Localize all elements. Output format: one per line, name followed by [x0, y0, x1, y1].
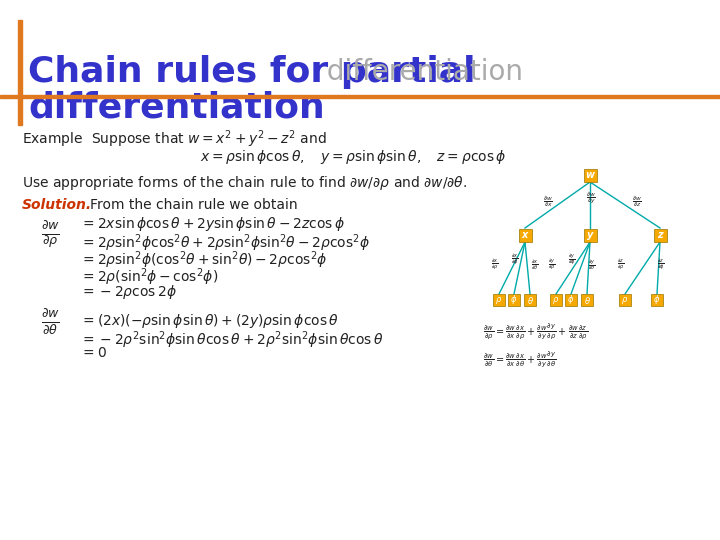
Text: $\rho$: $\rho$ — [495, 294, 503, 306]
Text: $\frac{\partial w}{\partial\rho}$: $\frac{\partial w}{\partial\rho}$ — [40, 219, 60, 251]
Text: $= 0$: $= 0$ — [80, 346, 107, 360]
Text: $\frac{\partial x}{\partial\phi}$: $\frac{\partial x}{\partial\phi}$ — [511, 253, 519, 267]
Text: $x = \rho \sin\phi\cos\theta,\quad y = \rho\sin\phi\sin\theta,\quad z = \rho\cos: $x = \rho \sin\phi\cos\theta,\quad y = \… — [200, 148, 506, 166]
Bar — [0, 95, 720, 98]
Text: From the chain rule we obtain: From the chain rule we obtain — [90, 198, 297, 212]
Text: $= 2\rho(\sin^2\!\phi - \cos^2\!\phi)$: $= 2\rho(\sin^2\!\phi - \cos^2\!\phi)$ — [80, 266, 218, 288]
Text: x: x — [522, 230, 528, 240]
Text: Chain rules for partial: Chain rules for partial — [28, 55, 475, 89]
Text: Solution.: Solution. — [22, 198, 92, 212]
Text: $\theta$: $\theta$ — [583, 294, 590, 306]
FancyBboxPatch shape — [565, 294, 577, 306]
FancyBboxPatch shape — [654, 228, 667, 241]
Text: Use appropriate forms of the chain rule to find $\partial w/\partial\rho$ and $\: Use appropriate forms of the chain rule … — [22, 174, 467, 192]
Text: $\rho$: $\rho$ — [621, 294, 629, 306]
FancyBboxPatch shape — [518, 228, 531, 241]
Text: $= -2\rho\cos 2\phi$: $= -2\rho\cos 2\phi$ — [80, 283, 177, 301]
Text: $\frac{\partial x}{\partial\theta}$: $\frac{\partial x}{\partial\theta}$ — [531, 259, 539, 272]
FancyBboxPatch shape — [583, 168, 596, 181]
Text: $\frac{\partial w}{\partial\theta}$: $\frac{\partial w}{\partial\theta}$ — [40, 307, 60, 336]
Text: $\frac{\partial w}{\partial z}$: $\frac{\partial w}{\partial z}$ — [632, 194, 642, 210]
Text: $\frac{\partial z}{\partial\rho}$: $\frac{\partial z}{\partial\rho}$ — [617, 258, 625, 272]
FancyBboxPatch shape — [508, 294, 520, 306]
Text: $\phi$: $\phi$ — [567, 294, 575, 307]
Text: $= -2\rho^2\sin^2\!\phi\sin\theta\cos\theta + 2\rho^2\sin^2\!\phi\sin\theta\cos\: $= -2\rho^2\sin^2\!\phi\sin\theta\cos\th… — [80, 329, 384, 350]
FancyBboxPatch shape — [651, 294, 663, 306]
Text: $= 2\rho\sin^2\!\phi\cos^2\!\theta + 2\rho\sin^2\!\phi\sin^2\!\theta - 2\rho\cos: $= 2\rho\sin^2\!\phi\cos^2\!\theta + 2\r… — [80, 232, 370, 254]
Text: differentiation: differentiation — [28, 91, 325, 125]
FancyBboxPatch shape — [581, 294, 593, 306]
Text: $\frac{\partial y}{\partial\theta}$: $\frac{\partial y}{\partial\theta}$ — [588, 258, 595, 272]
Text: $= 2x\sin\phi\cos\theta + 2y\sin\phi\sin\theta - 2z\cos\phi$: $= 2x\sin\phi\cos\theta + 2y\sin\phi\sin… — [80, 215, 345, 233]
Text: $\frac{\partial w}{\partial\rho} = \frac{\partial w}{\partial x}\frac{\partial x: $\frac{\partial w}{\partial\rho} = \frac… — [483, 322, 588, 341]
Text: differentiation: differentiation — [318, 58, 523, 86]
Text: $\rho$: $\rho$ — [552, 294, 559, 306]
FancyBboxPatch shape — [619, 294, 631, 306]
Text: $= (2x)(-\rho\sin\phi\sin\theta) + (2y)\rho\sin\phi\cos\theta$: $= (2x)(-\rho\sin\phi\sin\theta) + (2y)\… — [80, 312, 339, 330]
Text: $\frac{\partial x}{\partial\rho}$: $\frac{\partial x}{\partial\rho}$ — [491, 258, 499, 272]
Text: $= 2\rho\sin^2\!\phi(\cos^2\!\theta + \sin^2\!\theta) - 2\rho\cos^2\!\phi$: $= 2\rho\sin^2\!\phi(\cos^2\!\theta + \s… — [80, 249, 328, 271]
Text: w: w — [585, 170, 595, 180]
Text: $\phi$: $\phi$ — [510, 294, 518, 307]
Text: $\frac{\partial w}{\partial x}$: $\frac{\partial w}{\partial x}$ — [543, 194, 553, 210]
Text: $\frac{\partial z}{\partial\phi}$: $\frac{\partial z}{\partial\phi}$ — [657, 258, 665, 272]
Text: $\frac{\partial w}{\partial y}$: $\frac{\partial w}{\partial y}$ — [586, 190, 596, 206]
Text: Example  Suppose that $w = x^2 + y^2 - z^2$ and: Example Suppose that $w = x^2 + y^2 - z^… — [22, 128, 327, 150]
FancyBboxPatch shape — [550, 294, 562, 306]
Text: $\phi$: $\phi$ — [653, 294, 661, 307]
Text: $\frac{\partial y}{\partial\phi}$: $\frac{\partial y}{\partial\phi}$ — [568, 252, 576, 268]
FancyBboxPatch shape — [583, 228, 596, 241]
FancyBboxPatch shape — [524, 294, 536, 306]
Text: y: y — [587, 230, 593, 240]
FancyBboxPatch shape — [493, 294, 505, 306]
Text: z: z — [657, 230, 663, 240]
Bar — [18, 20, 22, 125]
Text: $\frac{\partial y}{\partial\rho}$: $\frac{\partial y}{\partial\rho}$ — [548, 258, 556, 273]
Text: $\theta$: $\theta$ — [526, 294, 534, 306]
Text: $\frac{\partial w}{\partial\theta} = \frac{\partial w}{\partial x}\frac{\partial: $\frac{\partial w}{\partial\theta} = \fr… — [483, 350, 557, 369]
